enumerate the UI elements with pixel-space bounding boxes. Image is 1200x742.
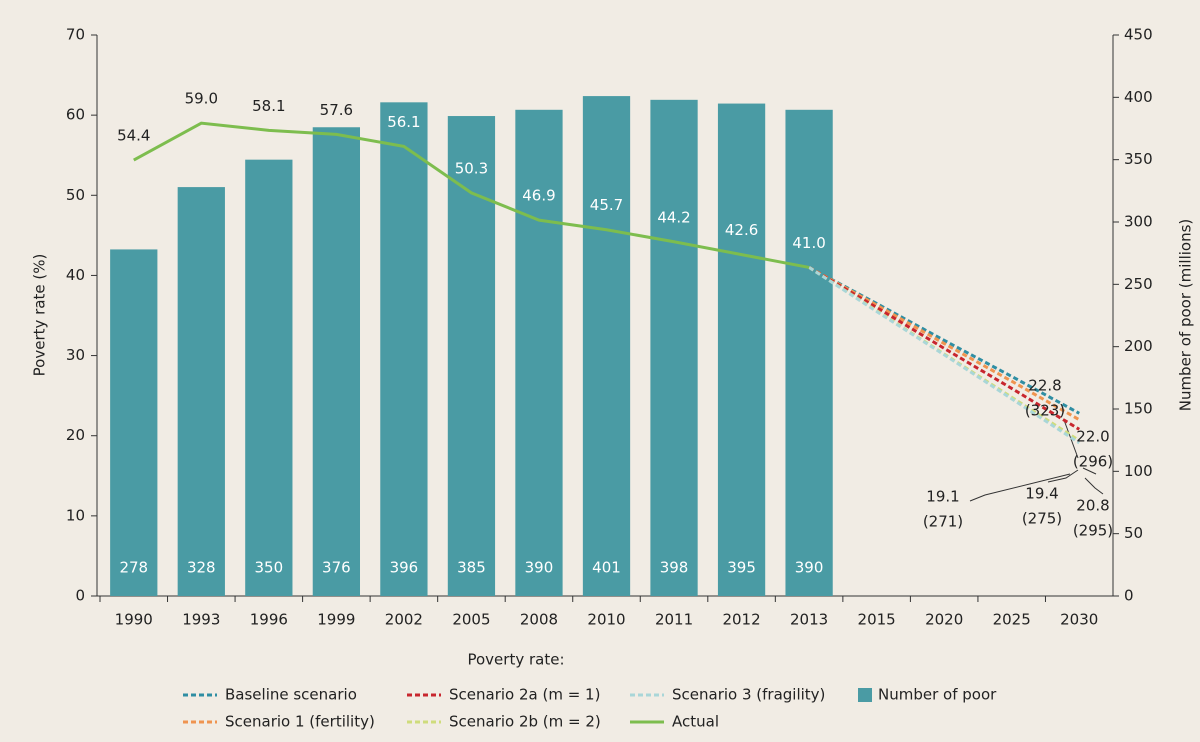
x-tick-label: 2015: [858, 611, 896, 629]
bar: [380, 102, 428, 596]
y2-tick-label: 0: [1124, 587, 1134, 605]
data-label: 58.1: [252, 97, 285, 115]
bar-label: 328: [187, 559, 216, 577]
bar-label: 398: [660, 559, 689, 577]
bar-label: 396: [390, 559, 419, 577]
y-tick-label: 0: [75, 587, 85, 605]
y2-tick-label: 100: [1124, 462, 1153, 480]
bar: [582, 96, 631, 596]
annotation: 19.1: [926, 488, 959, 506]
legend-label: Scenario 2b (m = 2): [449, 713, 601, 731]
y2-tick-label: 450: [1124, 26, 1153, 44]
x-tick-label: 2013: [790, 611, 828, 629]
x-tick-label: 1990: [115, 611, 153, 629]
y2-tick-label: 150: [1124, 400, 1153, 418]
data-label: 56.1: [387, 113, 420, 131]
y-tick-label: 10: [66, 506, 85, 524]
legend-label: Baseline scenario: [225, 686, 357, 704]
y2-tick-label: 300: [1124, 213, 1153, 231]
bar: [785, 109, 833, 597]
y-tick-label: 40: [66, 266, 85, 284]
data-label: 54.4: [117, 127, 150, 145]
y-tick-label: 60: [66, 106, 85, 124]
legend-swatch: [858, 688, 872, 702]
annotation: 19.4: [1025, 485, 1058, 503]
x-tick-label: 2005: [452, 611, 490, 629]
bar: [447, 116, 496, 597]
annotation: (275): [1022, 510, 1062, 528]
y2-tick-label: 200: [1124, 337, 1153, 355]
x-tick-label: 2020: [925, 611, 963, 629]
bar: [245, 159, 293, 596]
annotation: (296): [1073, 453, 1113, 471]
x-tick-label: 1993: [182, 611, 220, 629]
data-label: 46.9: [522, 187, 555, 205]
legend-label: Actual: [672, 713, 719, 731]
bar: [515, 109, 563, 597]
data-label: 41.0: [792, 234, 825, 252]
y2-tick-label: 350: [1124, 150, 1153, 168]
bar: [717, 103, 766, 597]
bar: [312, 127, 361, 597]
x-tick-label: 2011: [655, 611, 693, 629]
y-tick-label: 30: [66, 346, 85, 364]
y-tick-label: 50: [66, 186, 85, 204]
bar-label: 376: [322, 559, 351, 577]
bar-label: 395: [727, 559, 756, 577]
data-label: 59.0: [185, 90, 218, 108]
annotation: (271): [923, 513, 963, 531]
y2-tick-label: 50: [1124, 524, 1143, 542]
y-tick-label: 20: [66, 426, 85, 444]
x-tick-label: 2010: [587, 611, 625, 629]
bar-label: 401: [592, 559, 621, 577]
bar-label: 390: [525, 559, 554, 577]
data-label: 45.7: [590, 196, 623, 214]
y2-axis-title: Number of poor (millions): [1177, 219, 1195, 412]
annotation: 22.0: [1076, 428, 1109, 446]
bar-label: 278: [119, 559, 148, 577]
data-label: 44.2: [657, 208, 690, 226]
x-tick-label: 2002: [385, 611, 423, 629]
line: [808, 266, 1081, 445]
x-tick-label: 2012: [722, 611, 760, 629]
bar: [650, 99, 698, 597]
bar: [177, 187, 225, 597]
line: [133, 121, 810, 269]
legend-label: Scenario 3 (fragility): [672, 686, 825, 704]
annotation: 22.8: [1028, 377, 1061, 395]
bar-label: 385: [457, 559, 486, 577]
data-label: 42.6: [725, 221, 758, 239]
y2-tick-label: 250: [1124, 275, 1153, 293]
data-label: 50.3: [455, 159, 488, 177]
x-tick-label: 2025: [993, 611, 1031, 629]
y-tick-label: 70: [66, 26, 85, 44]
x-tick-label: 1996: [250, 611, 288, 629]
annotation: 20.8: [1076, 497, 1109, 515]
x-tick-label: 2008: [520, 611, 558, 629]
x-tick-label: 1999: [317, 611, 355, 629]
bar: [110, 249, 158, 596]
y-axis-title: Poverty rate (%): [31, 254, 49, 377]
y2-tick-label: 400: [1124, 88, 1153, 106]
legend-label: Number of poor: [878, 686, 997, 704]
bar-label: 390: [795, 559, 824, 577]
line: [808, 266, 1081, 431]
legend-label: Scenario 2a (m = 1): [449, 686, 600, 704]
legend-label: Scenario 1 (fertility): [225, 713, 375, 731]
bar-label: 350: [255, 559, 284, 577]
annotation: (295): [1073, 522, 1113, 540]
data-label: 57.6: [320, 101, 353, 119]
annotation: (323): [1025, 402, 1065, 420]
x-tick-label: 2030: [1060, 611, 1098, 629]
legend-title: Poverty rate:: [467, 651, 564, 669]
